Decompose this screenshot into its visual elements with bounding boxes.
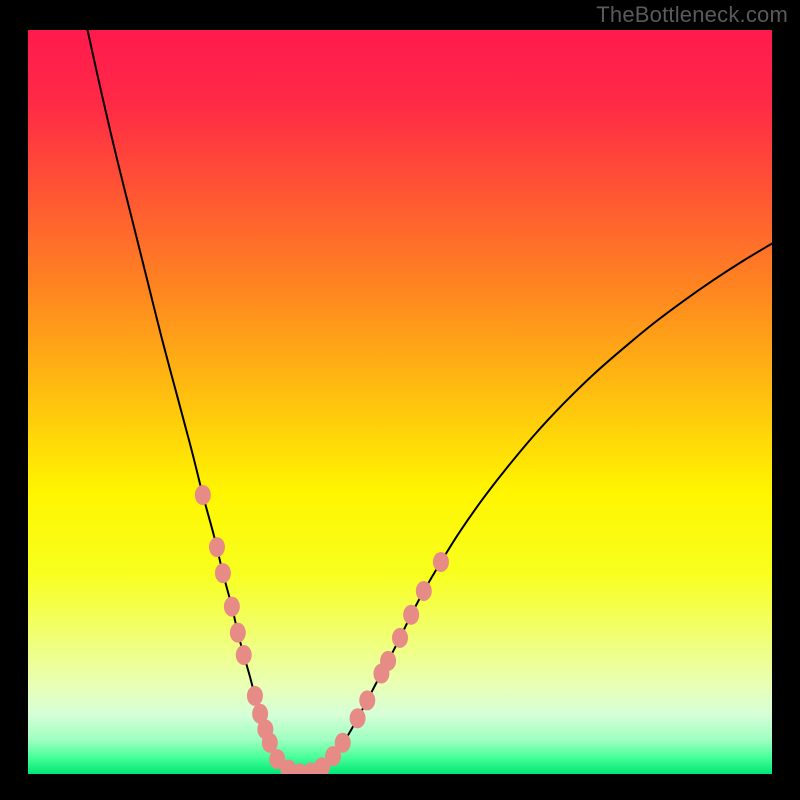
data-marker	[247, 686, 263, 706]
data-marker	[230, 623, 246, 643]
chart-svg	[28, 30, 772, 774]
data-marker	[350, 708, 366, 728]
data-marker	[392, 628, 408, 648]
data-marker	[359, 690, 375, 710]
data-marker	[195, 485, 211, 505]
data-marker	[224, 597, 240, 617]
data-marker	[416, 581, 432, 601]
data-marker	[236, 645, 252, 665]
data-marker	[335, 733, 351, 753]
data-marker	[380, 651, 396, 671]
data-marker	[215, 563, 231, 583]
data-marker	[403, 605, 419, 625]
plot-background	[28, 30, 772, 774]
data-marker	[433, 552, 449, 572]
attribution-text: TheBottleneck.com	[596, 2, 788, 28]
data-marker	[209, 537, 225, 557]
